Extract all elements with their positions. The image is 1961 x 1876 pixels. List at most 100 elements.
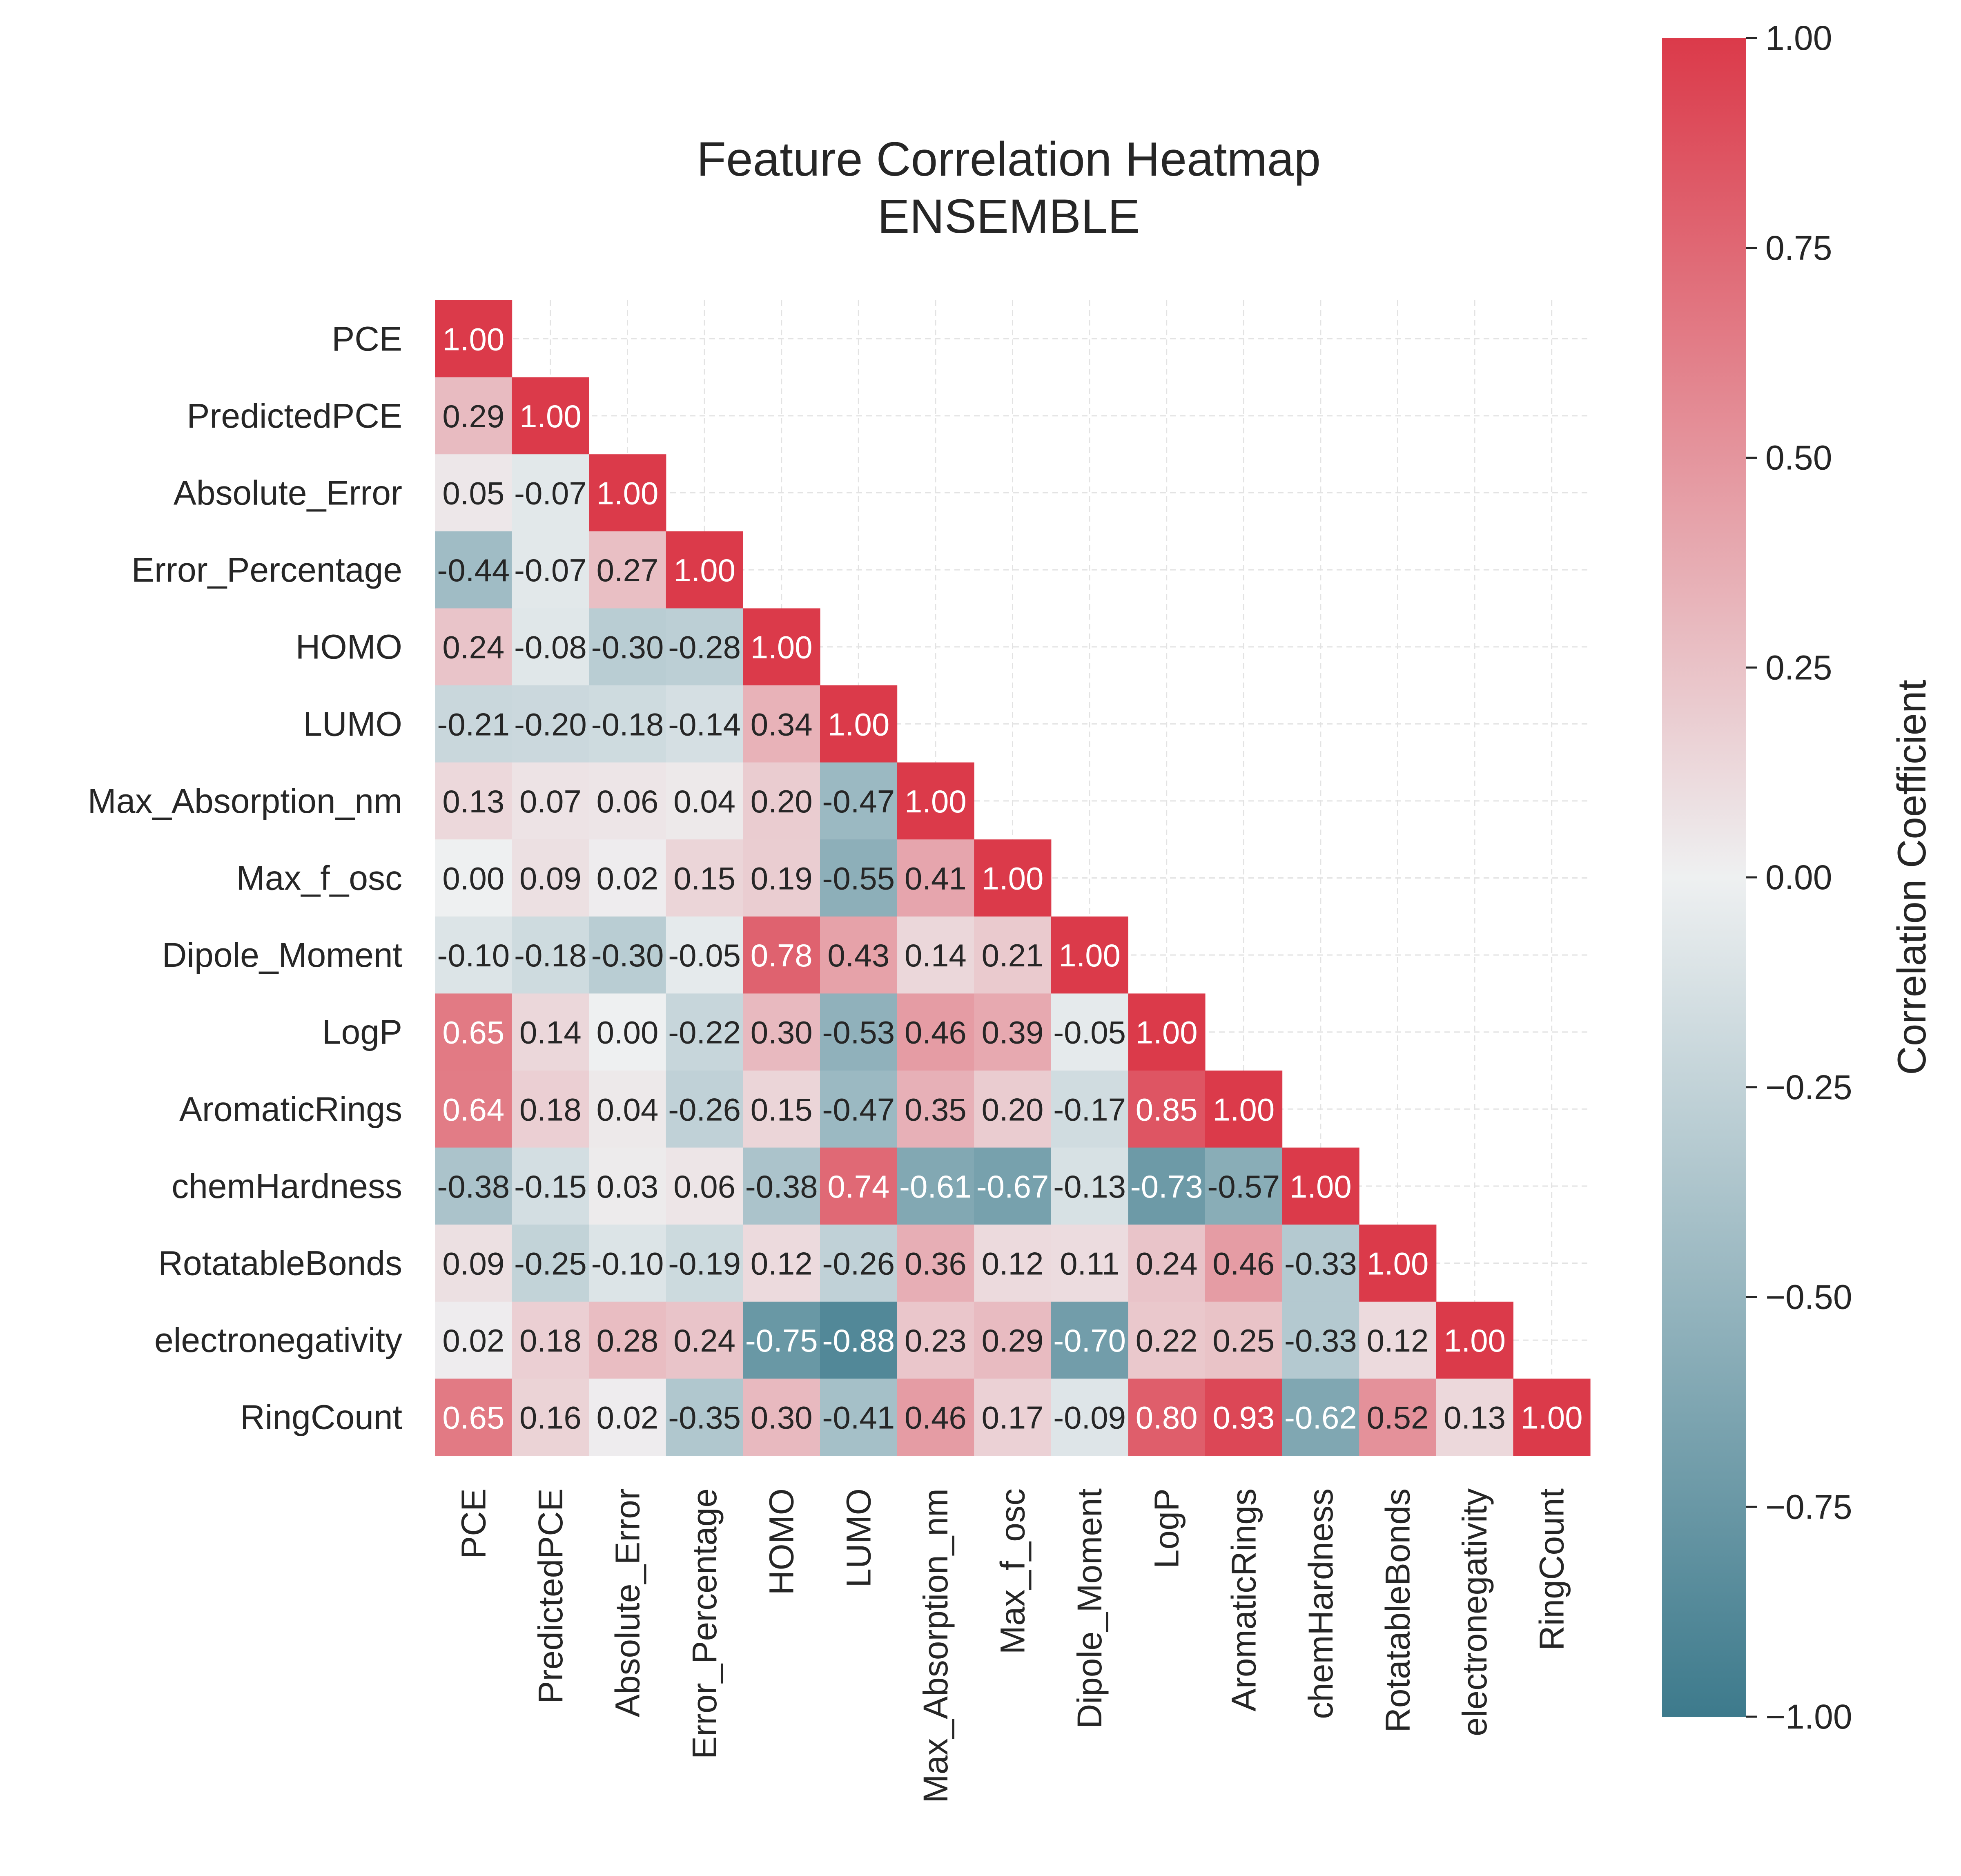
heatmap-cell-value: 0.78 — [751, 937, 813, 973]
heatmap-cell — [1359, 1225, 1437, 1302]
heatmap-cell — [1205, 1379, 1283, 1456]
heatmap-cells — [435, 300, 1591, 1456]
heatmap-cell — [1051, 1147, 1128, 1225]
heatmap-cell — [435, 1225, 513, 1302]
heatmap-cell-value: -0.73 — [1130, 1169, 1203, 1205]
heatmap-cell — [743, 1301, 820, 1379]
column-label: AromaticRings — [1224, 1488, 1263, 1711]
heatmap-cell — [1128, 1379, 1206, 1456]
heatmap-cell — [743, 993, 820, 1071]
heatmap-cell — [589, 916, 666, 994]
heatmap-cell — [897, 1225, 974, 1302]
row-label: LUMO — [303, 705, 402, 743]
heatmap-cell — [666, 1379, 743, 1456]
heatmap-cell-value: 1.00 — [827, 706, 889, 742]
column-label: RotatableBonds — [1379, 1488, 1417, 1733]
heatmap-cell-value: 0.00 — [597, 1015, 659, 1051]
heatmap-cell — [512, 1379, 589, 1456]
heatmap-cell — [435, 916, 513, 994]
heatmap-cell — [974, 993, 1052, 1071]
column-label: PCE — [454, 1488, 492, 1559]
heatmap-cell — [897, 839, 974, 917]
heatmap-cell — [666, 685, 743, 763]
heatmap-cell — [1436, 1379, 1513, 1456]
heatmap-cell — [435, 762, 513, 840]
heatmap-cell-value: -0.75 — [745, 1323, 818, 1358]
heatmap-cell-value: 1.00 — [519, 398, 582, 434]
heatmap-cell — [1513, 1379, 1591, 1456]
heatmap-cell — [512, 377, 589, 455]
heatmap-cell-value: -0.19 — [668, 1246, 741, 1282]
heatmap-cell-value: 1.00 — [1367, 1246, 1429, 1282]
column-label: RingCount — [1533, 1488, 1571, 1651]
heatmap-cell — [743, 1379, 820, 1456]
heatmap-cell-value: -0.57 — [1207, 1169, 1280, 1205]
colorbar-tick-label: 0.50 — [1765, 439, 1832, 477]
heatmap-cell — [512, 916, 589, 994]
heatmap-cell — [1205, 1071, 1283, 1148]
heatmap-cell-value: 1.00 — [1136, 1015, 1198, 1051]
heatmap-cell — [1205, 1301, 1283, 1379]
heatmap-cell-value: 0.29 — [442, 398, 504, 434]
heatmap-cell — [589, 762, 666, 840]
row-label: electronegativity — [154, 1321, 402, 1359]
heatmap-cell-value: -0.55 — [822, 861, 895, 897]
heatmap-cell — [589, 608, 666, 686]
heatmap-cell-value: -0.17 — [1053, 1091, 1126, 1127]
heatmap-cell-value: -0.20 — [514, 706, 587, 742]
heatmap-cell — [743, 762, 820, 840]
heatmap-cell-value: 0.36 — [905, 1246, 967, 1282]
heatmap-cell-value: 0.12 — [982, 1246, 1044, 1282]
heatmap-cell — [1205, 1225, 1283, 1302]
heatmap-cell-value: -0.28 — [668, 629, 741, 665]
heatmap-cell-value: -0.07 — [514, 475, 587, 511]
heatmap-cell — [1128, 1225, 1206, 1302]
column-label: Max_Absorption_nm — [916, 1488, 955, 1803]
heatmap-cell — [589, 993, 666, 1071]
heatmap-cell — [1051, 916, 1128, 994]
heatmap-cell — [820, 1147, 898, 1225]
heatmap-cell — [512, 1071, 589, 1148]
heatmap-cell — [1128, 1301, 1206, 1379]
heatmap-cell — [897, 1071, 974, 1148]
heatmap-cell-value: 0.41 — [905, 861, 967, 897]
heatmap-cell-value: 0.65 — [442, 1015, 504, 1051]
heatmap-cell — [1436, 1301, 1513, 1379]
heatmap-cell-value: 0.02 — [597, 1400, 659, 1436]
heatmap-cell — [435, 454, 513, 532]
heatmap-cell-value: 0.09 — [519, 861, 582, 897]
row-label: HOMO — [296, 628, 402, 666]
heatmap-cell-value: 0.27 — [597, 552, 659, 588]
heatmap-cell — [897, 1379, 974, 1456]
heatmap-cell — [1128, 1147, 1206, 1225]
heatmap-cell-value: 0.24 — [442, 629, 504, 665]
heatmap-cell-value: -0.10 — [437, 937, 510, 973]
heatmap-cell — [435, 839, 513, 917]
heatmap-cell — [512, 454, 589, 532]
heatmap-cell-value: 0.46 — [1212, 1246, 1275, 1282]
heatmap-cell-value: 0.28 — [597, 1323, 659, 1358]
heatmap-cell — [820, 1301, 898, 1379]
heatmap-cell — [743, 1225, 820, 1302]
column-label: Error_Percentage — [685, 1488, 724, 1759]
heatmap-cell-value: 0.05 — [442, 475, 504, 511]
column-label: electronegativity — [1455, 1488, 1494, 1736]
heatmap-cell — [435, 300, 513, 378]
heatmap-cell — [512, 762, 589, 840]
heatmap-cell-value: -0.08 — [514, 629, 587, 665]
row-label: LogP — [322, 1013, 402, 1051]
heatmap-cell-value: -0.67 — [976, 1169, 1049, 1205]
heatmap-cell — [589, 1301, 666, 1379]
heatmap-cell — [589, 1071, 666, 1148]
heatmap-cell-value: -0.10 — [591, 1246, 664, 1282]
heatmap-cell — [666, 916, 743, 994]
colorbar-tick-label: 0.75 — [1765, 229, 1832, 267]
heatmap-cell-value: -0.62 — [1284, 1400, 1357, 1436]
heatmap-cell — [974, 1071, 1052, 1148]
heatmap-cell — [512, 1301, 589, 1379]
colorbar-tick-label: −0.50 — [1765, 1278, 1852, 1316]
heatmap-cell — [512, 531, 589, 609]
heatmap-cell-value: 1.00 — [597, 475, 659, 511]
chart-subtitle: ENSEMBLE — [878, 190, 1140, 243]
heatmap-cell-value: 0.35 — [905, 1091, 967, 1127]
